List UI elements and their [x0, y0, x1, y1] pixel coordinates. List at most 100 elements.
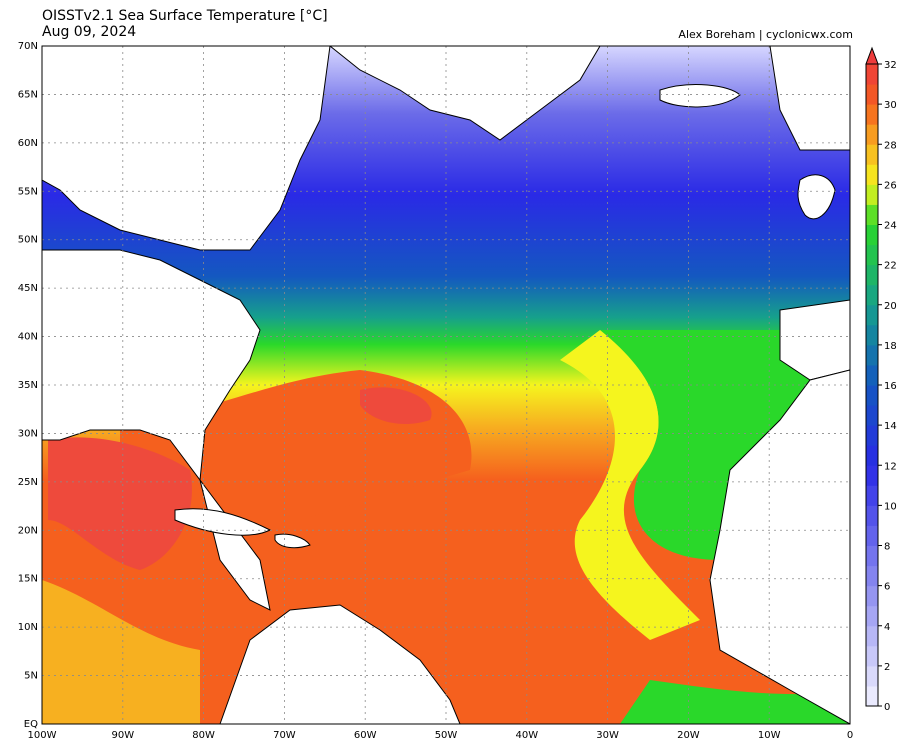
colorbar-segment — [866, 525, 878, 546]
open-ocean-hot-spot — [360, 387, 432, 425]
colorbar-segment — [866, 385, 878, 406]
lat-tick-label: 70N — [18, 41, 38, 52]
scandinavia-land — [769, 46, 850, 151]
colorbar-tick-label: 28 — [884, 140, 897, 151]
lon-tick-label: 30W — [596, 730, 619, 741]
gulf-of-mexico-hot-spot — [48, 437, 192, 570]
colorbar-segment — [866, 605, 878, 627]
lat-tick-label: EQ — [24, 719, 38, 730]
colorbar-tick-label: 14 — [884, 421, 897, 432]
lat-tick-label: 10N — [18, 622, 38, 633]
colorbar-segment — [866, 445, 878, 466]
lon-tick-label: 50W — [435, 730, 458, 741]
lon-tick-label: 20W — [677, 730, 700, 741]
colorbar-segment — [866, 545, 878, 567]
lat-tick-label: 35N — [18, 380, 38, 391]
subtropical-warm-band — [560, 330, 700, 640]
lat-tick-label: 30N — [18, 428, 38, 439]
plot-area — [42, 46, 850, 724]
colorbar-tick-label: 22 — [884, 261, 897, 272]
colorbar-tick-label: 0 — [884, 702, 890, 713]
colorbar-segment — [866, 665, 878, 687]
cuba-land — [174, 508, 272, 536]
colorbar-segment — [866, 184, 878, 205]
colorbar-segment — [866, 244, 878, 266]
colorbar-segment — [866, 284, 878, 306]
colorbar-tick-label: 6 — [884, 582, 890, 593]
colorbar-segment — [866, 685, 878, 707]
iceland-land — [659, 84, 741, 108]
lat-tick-label: 15N — [18, 574, 38, 585]
colorbar-segment — [866, 304, 878, 326]
lon-tick-label: 60W — [354, 730, 377, 741]
colorbar-tick-label: 18 — [884, 341, 897, 352]
lat-tick-label: 45N — [18, 283, 38, 294]
graticule — [42, 46, 850, 724]
lon-tick-label: 0 — [847, 730, 853, 741]
equatorial-cool-tongue — [620, 680, 850, 724]
colorbar-segment — [866, 124, 878, 145]
colorbar-segment — [866, 164, 878, 185]
colorbar-segment — [866, 224, 878, 246]
colorbar-tick-label: 16 — [884, 381, 897, 392]
lon-tick-label: 100W — [28, 730, 57, 741]
colorbar-tick-label: 10 — [884, 501, 897, 512]
colorbar-tick-label: 2 — [884, 662, 890, 673]
colorbar-tick-label: 12 — [884, 461, 897, 472]
colorbar-max-arrow — [865, 46, 879, 65]
colorbar-segment — [866, 84, 878, 105]
colorbar-segment — [866, 204, 878, 225]
greenland-land — [329, 46, 601, 141]
lon-tick-label: 40W — [515, 730, 538, 741]
lat-tick-label: 55N — [18, 186, 38, 197]
colorbar-tick-label: 4 — [884, 622, 890, 633]
colorbar-segment — [866, 485, 878, 506]
colorbar-tick-label: 8 — [884, 542, 890, 553]
africa-land — [709, 369, 850, 724]
plot-frame — [41, 45, 851, 725]
colorbar-segment — [866, 64, 878, 85]
lon-tick-label: 80W — [192, 730, 215, 741]
colorbar-segment — [866, 364, 878, 386]
lat-tick-label: 25N — [18, 477, 38, 488]
canada-land — [42, 46, 331, 251]
north-america-land — [42, 249, 261, 482]
lat-tick-label: 65N — [18, 89, 38, 100]
hispaniola-land — [274, 533, 311, 549]
colorbar-segment — [866, 465, 878, 486]
south-america-land — [219, 604, 461, 724]
map-title-block: OISSTv2.1 Sea Surface Temperature [°C] A… — [42, 8, 328, 40]
lat-tick-label: 50N — [18, 235, 38, 246]
land-masses — [42, 46, 850, 724]
lat-tick-label: 60N — [18, 138, 38, 149]
colorbar-segment — [866, 625, 878, 647]
lat-tick-label: 40N — [18, 332, 38, 343]
colorbar-segment — [866, 344, 878, 366]
map-date: Aug 09, 2024 — [42, 24, 137, 40]
longitude-labels: 100W 90W 80W 70W 60W 50W 40W 30W 20W 10W 0 — [28, 730, 854, 741]
lon-tick-label: 10W — [758, 730, 781, 741]
colorbar-tick-label: 26 — [884, 180, 897, 191]
lat-tick-label: 5N — [24, 671, 38, 682]
colorbar-tick-label: 32 — [884, 60, 897, 71]
britain-land — [797, 174, 836, 220]
lat-tick-label: 20N — [18, 525, 38, 536]
colorbar-segment — [866, 144, 878, 165]
colorbar-segment — [866, 645, 878, 667]
colorbar-tick-label: 24 — [884, 221, 897, 232]
colorbar-segment — [866, 104, 878, 125]
latitude-labels: 70N 65N 60N 55N 50N 45N 40N 35N 30N 25N 20N 15N 10N 5… — [18, 41, 38, 730]
colorbar-segment — [866, 425, 878, 446]
east-pacific-warm-zone — [42, 580, 200, 724]
colorbar-tick-label: 30 — [884, 100, 897, 111]
colorbar-segment — [866, 324, 878, 346]
lon-tick-label: 90W — [111, 730, 134, 741]
colorbar-tick-label: 20 — [884, 301, 897, 312]
colorbar-segment — [866, 565, 878, 587]
colorbar-segment — [866, 505, 878, 526]
colorbar-segment — [866, 585, 878, 607]
colorbar-segment — [866, 264, 878, 286]
colorbar-segment — [866, 405, 878, 426]
